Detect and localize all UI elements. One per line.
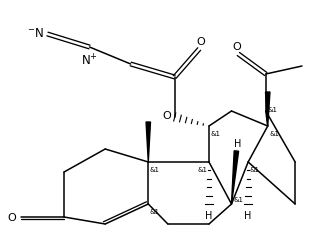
Text: &1: &1 — [150, 208, 160, 214]
Text: H: H — [245, 210, 252, 220]
Polygon shape — [232, 151, 239, 204]
Text: &1: &1 — [150, 166, 160, 172]
Text: &1: &1 — [267, 107, 277, 113]
Text: N$^{+}$: N$^{+}$ — [81, 53, 98, 69]
Text: O: O — [233, 42, 241, 52]
Text: O: O — [162, 111, 171, 121]
Text: &1: &1 — [211, 131, 221, 136]
Text: &1: &1 — [197, 166, 207, 172]
Text: &1: &1 — [269, 131, 279, 136]
Text: O: O — [196, 37, 205, 47]
Text: &1: &1 — [233, 197, 243, 202]
Text: $^{-}$N: $^{-}$N — [27, 27, 44, 40]
Text: H: H — [205, 210, 213, 220]
Polygon shape — [266, 93, 270, 127]
Text: &1: &1 — [250, 166, 260, 172]
Text: H: H — [234, 138, 242, 148]
Polygon shape — [146, 122, 151, 162]
Text: O: O — [7, 212, 16, 222]
